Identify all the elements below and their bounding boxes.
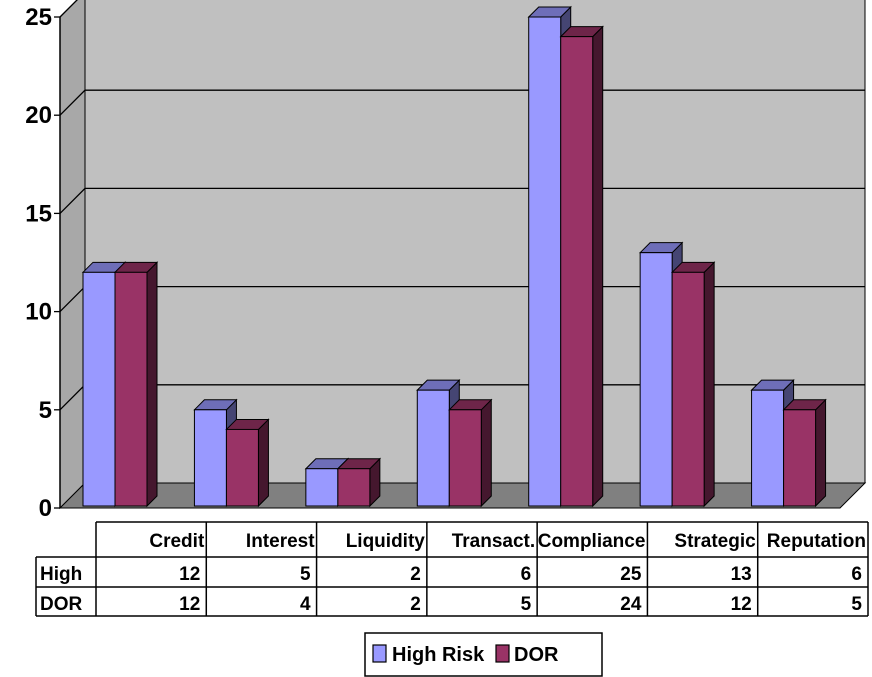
bar-high-risk-reputation: [750, 378, 795, 508]
table-header-cell: Credit: [149, 531, 205, 552]
table-value-cell: 5: [521, 594, 532, 615]
gridline: [59, 89, 865, 116]
table-header-cell: Reputation: [767, 531, 866, 552]
y-tick-label: 0: [39, 495, 52, 522]
bar-dor-compliance: [559, 25, 604, 508]
y-tick-label: 20: [25, 102, 52, 129]
legend-swatch: [495, 644, 510, 663]
bars: [81, 5, 827, 508]
y-tick-label: 25: [25, 4, 52, 31]
table-value-cell: 24: [620, 594, 642, 615]
bar-dor-strategic: [670, 261, 716, 508]
table-header-cell: Interest: [246, 531, 315, 552]
table-value-cell: 6: [521, 564, 532, 585]
gridline: [59, 0, 78, 18]
legend-label: DOR: [514, 644, 559, 666]
table-value-cell: 5: [300, 564, 311, 585]
bar-dor-credit: [113, 261, 159, 508]
legend-label: High Risk: [392, 644, 485, 666]
table-header-cell: Compliance: [538, 531, 646, 552]
bar-dor-interest: [225, 418, 270, 508]
y-tick-label: 5: [39, 397, 52, 424]
legend: High Risk DOR: [364, 632, 603, 677]
legend-swatch: [372, 644, 387, 663]
table-header-cell: Transact.: [452, 531, 535, 552]
table-value-cell: 5: [851, 594, 862, 615]
table-row-label: High: [40, 564, 82, 585]
table-value-cell: 4: [300, 594, 311, 615]
table-value-cell: 2: [410, 594, 421, 615]
bar-dor-liquidity: [336, 457, 382, 508]
y-axis: 0 5 10 15 20 25: [25, 4, 61, 522]
legend-box: [364, 632, 603, 677]
table-value-cell: 25: [620, 564, 642, 585]
data-table: Credit Interest Liquidity Transact. Complian…: [35, 521, 869, 617]
table-value-cell: 12: [731, 594, 752, 615]
bar-dor-reputation: [782, 398, 827, 508]
table-value-cell: 2: [410, 564, 421, 585]
gridline: [59, 187, 865, 214]
table-value-cell: 13: [731, 564, 752, 585]
table-row-label: DOR: [40, 594, 83, 615]
bar-dor-transact: [448, 398, 493, 508]
y-tick-label: 15: [25, 200, 52, 227]
table-value-cell: 12: [179, 594, 200, 615]
table-header-cell: Strategic: [674, 531, 756, 552]
y-tick-label: 10: [25, 299, 52, 326]
table-header-cell: Liquidity: [346, 531, 426, 552]
table-value-cell: 12: [179, 564, 200, 585]
side-wall: [59, 0, 86, 510]
table-value-cell: 6: [851, 564, 862, 585]
